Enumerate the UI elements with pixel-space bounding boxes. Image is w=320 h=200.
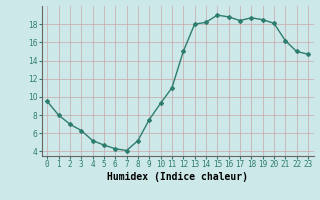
- X-axis label: Humidex (Indice chaleur): Humidex (Indice chaleur): [107, 172, 248, 182]
